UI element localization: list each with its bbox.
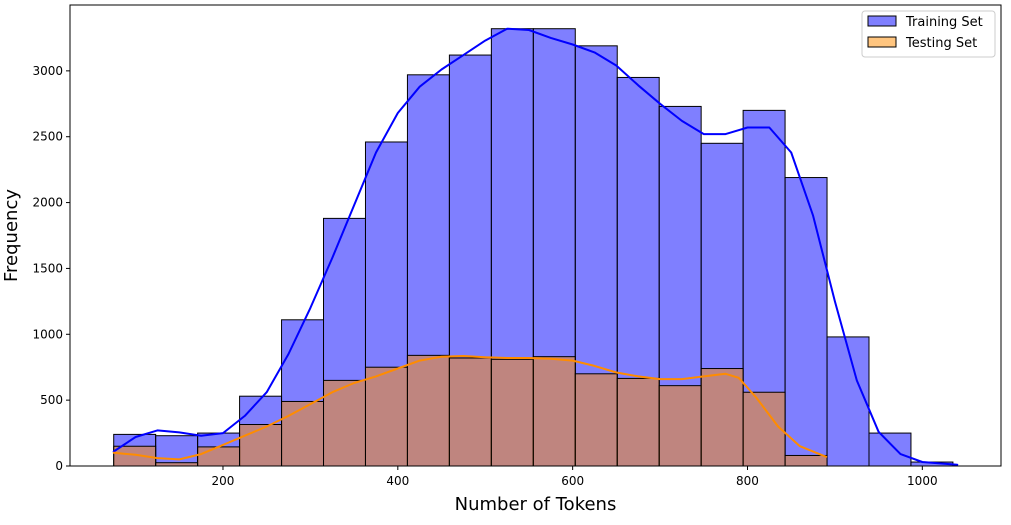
bar-testing-4 bbox=[281, 400, 325, 467]
axes-frame bbox=[69, 4, 1002, 467]
bar-training-17 bbox=[826, 336, 870, 467]
x-tick-label-400: 400 bbox=[386, 474, 409, 488]
y-tick-label-1500: 1500 bbox=[32, 261, 63, 275]
y-tick-label-2000: 2000 bbox=[32, 196, 63, 210]
bar-testing-16 bbox=[784, 454, 828, 467]
x-tick-label-800: 800 bbox=[736, 474, 759, 488]
y-tick-label-1000: 1000 bbox=[32, 327, 63, 341]
x-tick-label-1000: 1000 bbox=[907, 474, 938, 488]
legend: Training Set Testing Set bbox=[861, 10, 996, 58]
y-tick-label-2500: 2500 bbox=[32, 130, 63, 144]
bar-testing-9 bbox=[490, 358, 534, 467]
bar-testing-14 bbox=[700, 368, 744, 467]
bar-testing-8 bbox=[448, 357, 492, 467]
legend-label-training: Training Set bbox=[905, 15, 983, 30]
kde-line-training bbox=[112, 27, 959, 466]
bar-testing-3 bbox=[239, 424, 283, 467]
legend-swatch-testing bbox=[867, 36, 897, 48]
y-tick-label-3000: 3000 bbox=[32, 64, 63, 78]
x-tick-label-200: 200 bbox=[212, 474, 235, 488]
bar-testing-13 bbox=[658, 385, 702, 467]
x-axis-label: Number of Tokens bbox=[455, 494, 617, 515]
bar-testing-15 bbox=[742, 391, 786, 467]
bar-testing-10 bbox=[532, 356, 576, 467]
bar-testing-2 bbox=[197, 446, 241, 467]
y-tick-label-0: 0 bbox=[55, 459, 63, 473]
bar-testing-5 bbox=[323, 379, 366, 467]
bar-training-16 bbox=[784, 177, 828, 467]
ticks-layer: 200 400 600 800 1000 0 500 1000 1500 2000 2500 3000 bbox=[32, 64, 937, 488]
bar-testing-6 bbox=[364, 366, 408, 467]
kde-line-testing bbox=[112, 355, 828, 461]
kde-layer bbox=[112, 27, 959, 466]
y-tick-label-500: 500 bbox=[40, 393, 63, 407]
x-tick-label-600: 600 bbox=[561, 474, 584, 488]
legend-label-testing: Testing Set bbox=[905, 36, 977, 51]
y-axis-label: Frequency bbox=[1, 189, 22, 282]
bar-testing-7 bbox=[406, 354, 450, 467]
bar-training-1 bbox=[155, 435, 199, 467]
bar-testing-12 bbox=[616, 377, 660, 467]
legend-swatch-training bbox=[867, 15, 897, 27]
bars-layer bbox=[113, 28, 954, 467]
bar-training-18 bbox=[868, 432, 912, 467]
bar-testing-11 bbox=[574, 373, 618, 467]
